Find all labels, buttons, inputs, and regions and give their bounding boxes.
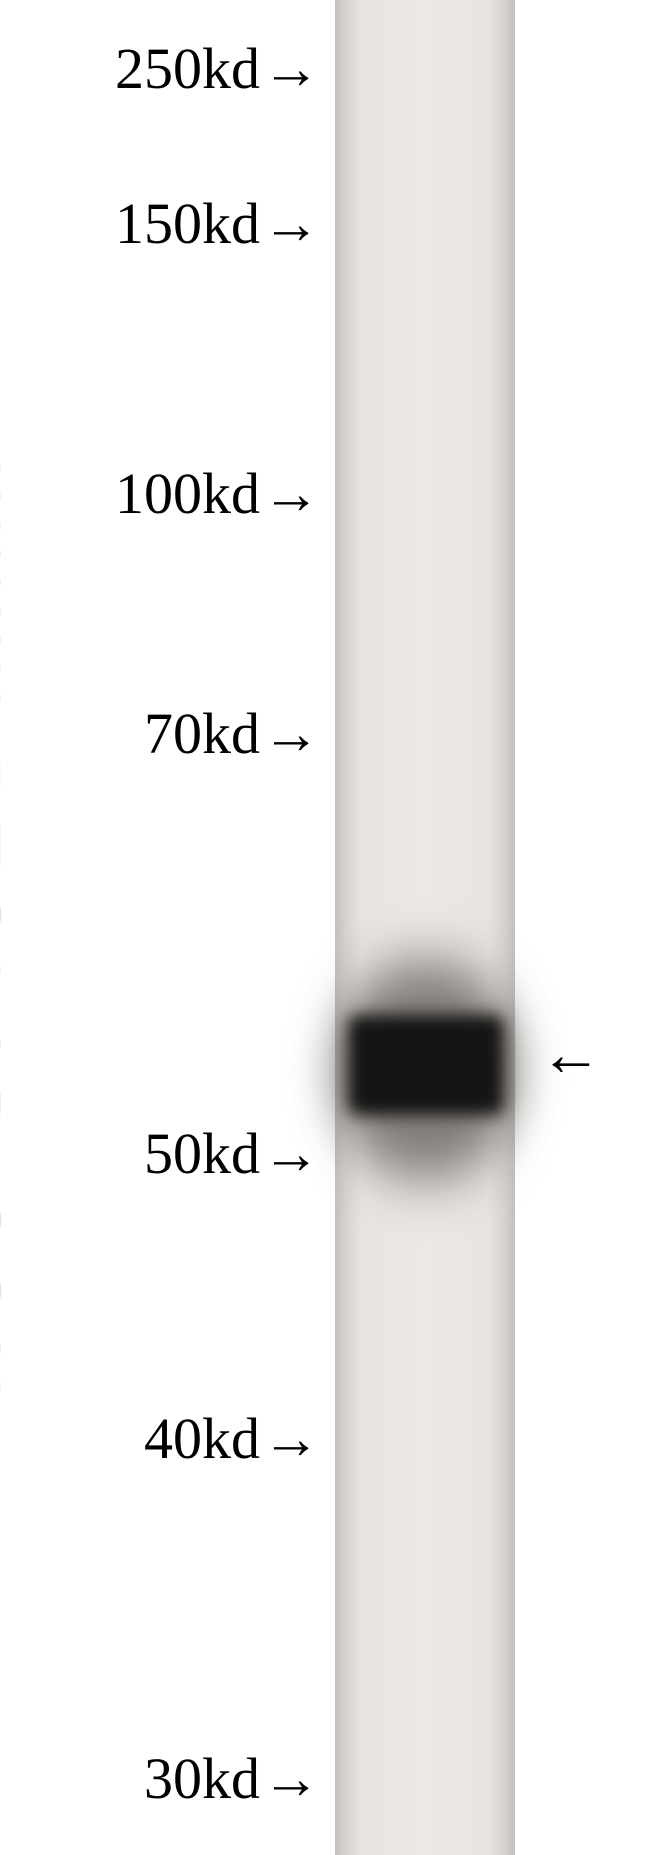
mw-label: 50kd [144,1120,260,1187]
blot-lane [335,0,515,1855]
mw-label: 40kd [144,1405,260,1472]
arrow-right-icon: → [262,1120,320,1187]
mw-label: 250kd [115,35,260,102]
protein-band [348,1015,504,1115]
watermark-label: WWW.PTGLAB.COM [0,464,15,1417]
arrow-right-icon: → [262,35,320,102]
band-indicator-arrow: ← [540,1020,602,1091]
mw-marker-70kd: 70kd → [144,700,320,767]
arrow-right-icon: → [262,1745,320,1812]
arrow-right-icon: → [262,1405,320,1472]
watermark-text: WWW.PTGLAB.COM [0,464,16,1417]
mw-label: 70kd [144,700,260,767]
blot-figure: 250kd → 150kd → 100kd → 70kd → 50kd → 40… [0,0,650,1855]
mw-marker-40kd: 40kd → [144,1405,320,1472]
mw-marker-30kd: 30kd → [144,1745,320,1812]
mw-label: 30kd [144,1745,260,1812]
mw-marker-150kd: 150kd → [115,190,320,257]
mw-marker-250kd: 250kd → [115,35,320,102]
arrow-right-icon: → [262,460,320,527]
mw-marker-50kd: 50kd → [144,1120,320,1187]
mw-label: 100kd [115,460,260,527]
mw-marker-100kd: 100kd → [115,460,320,527]
mw-label: 150kd [115,190,260,257]
arrow-right-icon: → [262,190,320,257]
arrow-right-icon: → [262,700,320,767]
arrow-left-icon: ← [540,1021,602,1089]
